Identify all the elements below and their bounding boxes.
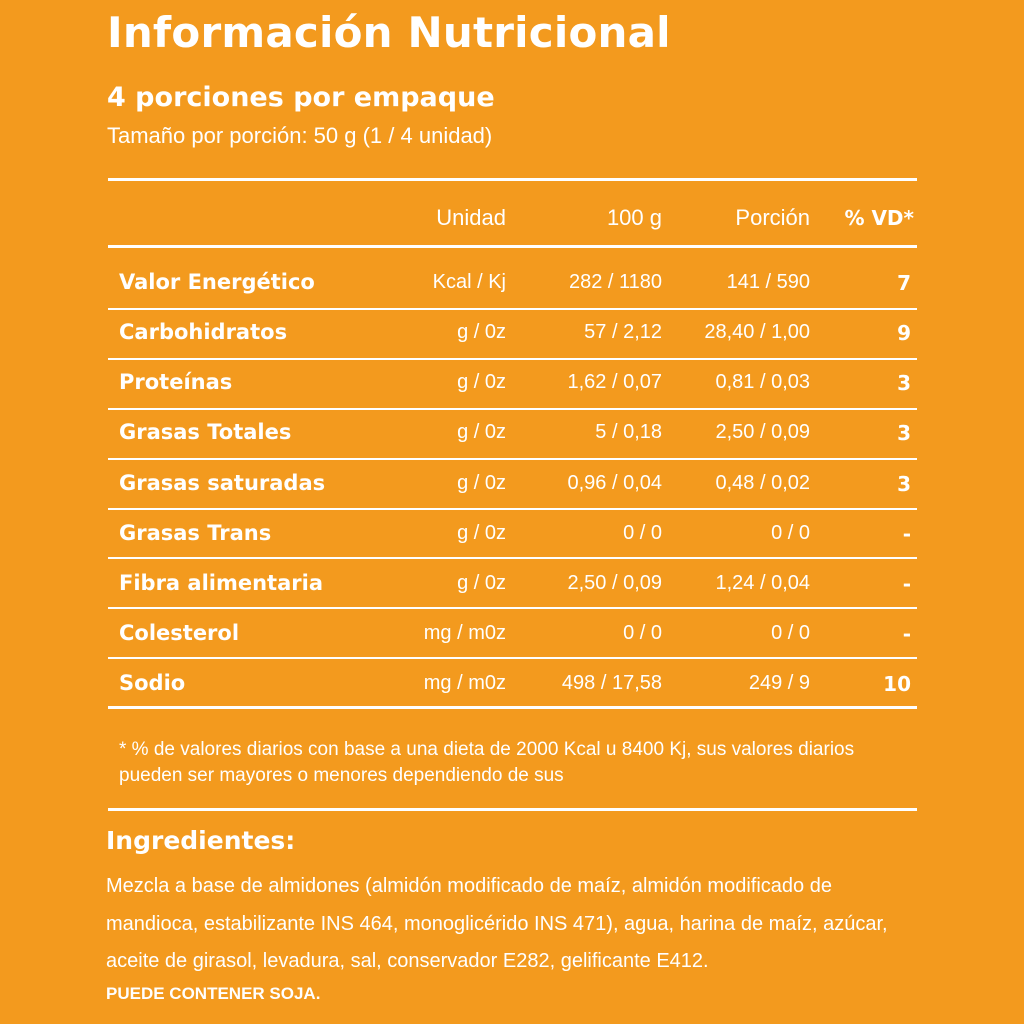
- row-divider: [108, 408, 917, 410]
- table-top-rule: [108, 178, 917, 181]
- nutrient-per-portion: 0 / 0: [771, 622, 810, 644]
- nutrient-name: Grasas Trans: [119, 521, 272, 545]
- row-divider: [108, 607, 917, 609]
- table-row: Colesterol mg / m0z 0 / 0 0 / 0 -: [108, 609, 917, 659]
- row-divider: [108, 358, 917, 360]
- nutrient-unit: mg / m0z: [423, 622, 506, 644]
- table-row: Proteínas g / 0z 1,62 / 0,07 0,81 / 0,03…: [108, 358, 917, 408]
- nutrient-unit: Kcal / Kj: [432, 271, 506, 293]
- nutrient-per-portion: 0,48 / 0,02: [715, 472, 810, 494]
- nutrient-daily-value: 9: [897, 321, 911, 345]
- nutrient-per-100g: 498 / 17,58: [561, 672, 662, 694]
- nutrient-unit: mg / m0z: [423, 672, 506, 694]
- nutrient-per-100g: 0 / 0: [623, 622, 662, 644]
- nutrient-per-portion: 28,40 / 1,00: [704, 321, 810, 343]
- table-row: Valor Energético Kcal / Kj 282 / 1180 14…: [108, 258, 917, 308]
- servings-per-package: 4 porciones por empaque: [107, 82, 495, 113]
- table-row: Grasas Totales g / 0z 5 / 0,18 2,50 / 0,…: [108, 408, 917, 458]
- nutrient-per-100g: 0 / 0: [623, 522, 662, 544]
- row-divider: [108, 458, 917, 460]
- table-row: Grasas Trans g / 0z 0 / 0 0 / 0 -: [108, 509, 917, 559]
- header-100g: 100 g: [606, 205, 662, 230]
- nutrient-name: Colesterol: [119, 621, 240, 645]
- nutrient-daily-value: -: [902, 522, 911, 546]
- nutrient-per-100g: 1,62 / 0,07: [567, 371, 662, 393]
- footnote-bottom-rule: [108, 808, 917, 811]
- header-bottom-rule: [108, 245, 917, 248]
- nutrient-per-100g: 57 / 2,12: [584, 321, 662, 343]
- nutrient-unit: g / 0z: [457, 472, 506, 494]
- table-row: Carbohidratos g / 0z 57 / 2,12 28,40 / 1…: [108, 308, 917, 358]
- nutrient-name: Valor Energético: [119, 270, 315, 294]
- nutrient-per-100g: 282 / 1180: [568, 271, 662, 293]
- ingredients-text: Mezcla a base de almidones (almidón modi…: [106, 875, 888, 972]
- nutrient-daily-value: 3: [897, 472, 911, 496]
- nutrient-name: Grasas saturadas: [119, 471, 326, 495]
- table-bottom-rule: [108, 706, 917, 709]
- row-divider: [108, 508, 917, 510]
- nutrient-daily-value: 7: [897, 271, 911, 295]
- nutrient-per-100g: 5 / 0,18: [595, 421, 662, 443]
- nutrient-per-portion: 0,81 / 0,03: [715, 371, 810, 393]
- daily-value-footnote: * % de valores diarios con base a una di…: [119, 739, 855, 786]
- nutrient-daily-value: -: [902, 622, 911, 646]
- nutrient-unit: g / 0z: [457, 371, 506, 393]
- allergen-warning: PUEDE CONTENER SOJA.: [106, 984, 321, 1003]
- nutrient-name: Carbohidratos: [119, 320, 288, 344]
- nutrient-per-portion: 141 / 590: [726, 271, 810, 293]
- row-divider: [108, 657, 917, 659]
- table-row: Sodio mg / m0z 498 / 17,58 249 / 9 10: [108, 659, 917, 709]
- nutrient-unit: g / 0z: [457, 522, 506, 544]
- header-vd: % VD*: [844, 206, 914, 230]
- nutrient-daily-value: 10: [883, 672, 911, 696]
- nutrient-per-portion: 2,50 / 0,09: [715, 421, 810, 443]
- nutrient-name: Sodio: [119, 671, 186, 695]
- nutrient-name: Proteínas: [119, 370, 233, 394]
- table-row: Fibra alimentaria g / 0z 2,50 / 0,09 1,2…: [108, 559, 917, 609]
- nutrient-per-portion: 1,24 / 0,04: [715, 572, 810, 594]
- nutrient-name: Grasas Totales: [119, 420, 292, 444]
- nutrient-name: Fibra alimentaria: [119, 571, 323, 595]
- page-title: Información Nutricional: [107, 8, 671, 57]
- header-portion: Porción: [735, 205, 810, 230]
- serving-size: Tamaño por porción: 50 g (1 / 4 unidad): [107, 123, 493, 148]
- nutrient-per-portion: 249 / 9: [748, 672, 810, 694]
- nutrient-unit: g / 0z: [457, 321, 506, 343]
- ingredients-title: Ingredientes:: [106, 826, 296, 855]
- row-divider: [108, 557, 917, 559]
- nutrient-per-100g: 0,96 / 0,04: [567, 472, 662, 494]
- nutrient-daily-value: -: [902, 572, 911, 596]
- table-row: Grasas saturadas g / 0z 0,96 / 0,04 0,48…: [108, 459, 917, 509]
- nutrient-per-portion: 0 / 0: [771, 522, 810, 544]
- nutrient-daily-value: 3: [897, 421, 911, 445]
- nutrient-daily-value: 3: [897, 371, 911, 395]
- nutrient-unit: g / 0z: [457, 572, 506, 594]
- nutrient-per-100g: 2,50 / 0,09: [567, 572, 662, 594]
- header-unit: Unidad: [436, 205, 506, 230]
- row-divider: [108, 308, 917, 310]
- nutrient-unit: g / 0z: [457, 421, 506, 443]
